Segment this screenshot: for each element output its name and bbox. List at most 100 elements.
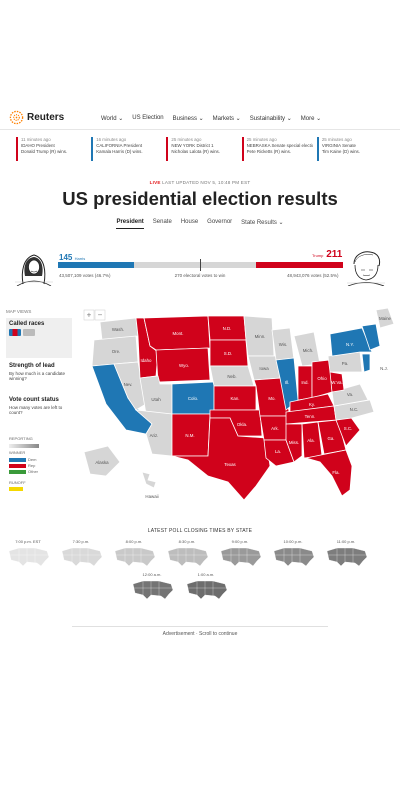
state-nev[interactable] (113, 361, 147, 411)
tab-president[interactable]: President (116, 219, 144, 229)
ticker-race: VIRGINIA Senate (321, 143, 356, 148)
state-hawaii[interactable] (141, 471, 157, 489)
zoom-in-button[interactable] (83, 309, 95, 321)
label-nev: Nev. (124, 382, 133, 387)
nav-markets[interactable]: Markets ⌄ (212, 116, 241, 122)
last-updated: LIVE LAST UPDATED NOV 5, 10:48 PM EST (0, 180, 400, 185)
map-view-strength[interactable]: Strength of lead By how much is a candid… (6, 360, 72, 392)
state-nj[interactable] (361, 353, 371, 373)
label-tenn: Tenn. (305, 414, 316, 419)
nav-sustainability[interactable]: Sustainability ⌄ (249, 116, 292, 122)
race-tabs: President Senate House Governor State Re… (0, 219, 400, 229)
tab-state-results[interactable]: State Results ⌄ (241, 220, 284, 226)
label-mich: Mich. (303, 348, 314, 353)
state-miss[interactable] (285, 423, 303, 463)
us-election-map[interactable]: + − (80, 306, 396, 504)
label-ariz: Ariz. (150, 433, 159, 438)
harris-portrait (15, 254, 53, 286)
label-miss: Miss. (289, 440, 299, 445)
trump-electoral-votes: Trump 211 (312, 249, 342, 260)
poll-closing-time: 1:00 a.m. (197, 572, 215, 577)
poll-closing-time: 7:30 p.m. (72, 539, 90, 544)
page-title: US presidential election results (62, 188, 338, 209)
label-minn: Minn. (255, 334, 266, 339)
zoom-out-button[interactable] (94, 309, 106, 321)
nav-business[interactable]: Business ⌄ (172, 116, 204, 122)
label-wyo: Wyo. (179, 363, 189, 368)
ticker-item[interactable]: 25 minutes ago NEBRASKA Senate special e… (241, 137, 313, 161)
reuters-logo[interactable]: Reuters (9, 110, 64, 125)
label-maine: Maine (379, 316, 392, 321)
tab-house[interactable]: House (180, 219, 199, 225)
label-ga: Ga. (327, 436, 334, 441)
zoom-in-icon: + (87, 311, 92, 320)
us-mini-map-icon (132, 580, 174, 600)
label-mont: Mont. (173, 331, 184, 336)
us-mini-map-icon (186, 580, 228, 600)
poll-closing-item: 9:00 p.m. (217, 539, 263, 569)
trump-ev-count: 211 (326, 249, 343, 260)
label-wis: Wis. (279, 342, 288, 347)
ticker-item[interactable]: 11 minutes ago IDAHO President Donald Tr… (16, 137, 87, 161)
label-sc: S.C. (344, 426, 353, 431)
trump-name: Trump (312, 253, 324, 258)
map-view-count[interactable]: Vote count status How many votes are lef… (6, 394, 72, 426)
map-view-called[interactable]: Called races (6, 318, 72, 358)
trump-bar-fill (256, 262, 343, 268)
us-mini-map-icon (8, 547, 50, 567)
ticker-race: NEW YORK District 1 (171, 143, 214, 148)
legend-rep: Rep (9, 463, 35, 468)
nav-world[interactable]: World ⌄ (101, 116, 124, 122)
race-call-ticker: 11 minutes ago IDAHO President Donald Tr… (16, 137, 388, 161)
ticker-item[interactable]: 25 minutes ago NEW YORK District 1 Nicho… (166, 137, 237, 161)
nav-us-election[interactable]: US Election (132, 115, 164, 121)
state-wyo[interactable] (155, 347, 211, 383)
map-view-count-desc: How many votes are left to count? (9, 405, 63, 415)
label-ore: Ore. (112, 349, 121, 354)
tab-senate[interactable]: Senate (152, 219, 172, 225)
state-ny[interactable] (329, 327, 373, 357)
label-idaho: Idaho (141, 358, 153, 363)
us-mini-map-icon (167, 547, 209, 567)
nav-more[interactable]: More ⌄ (300, 116, 322, 122)
label-kan: Kan. (230, 396, 239, 401)
main-nav: World ⌄ US Election Business ⌄ Markets ⌄… (101, 115, 321, 122)
label-ill: Ill. (285, 380, 289, 385)
legend-dem-label: Dem (28, 457, 37, 462)
harris-electoral-votes: 145 Harris (59, 253, 85, 262)
harris-popular-vote: 43,507,109 votes (46.7%) (59, 273, 111, 278)
harris-name: Harris (74, 256, 86, 261)
state-maine[interactable] (375, 307, 395, 329)
label-nj: N.J. (380, 366, 388, 371)
us-mini-map-icon (273, 547, 315, 567)
legend-other-label: Other (28, 469, 39, 474)
label-va: Va. (347, 392, 353, 397)
ticker-item[interactable]: 16 minutes ago CALIFORNIA President Kama… (91, 137, 162, 161)
ticker-result: Pete Ricketts (R) wins. (246, 149, 292, 154)
ticker-time: 25 minutes ago (171, 137, 202, 142)
label-wva: W.Va. (331, 380, 342, 385)
poll-closing-time: 12:00 a.m. (142, 572, 162, 577)
poll-closing-item: 7:00 p.m. EST (5, 539, 51, 569)
label-la: La. (275, 449, 281, 454)
ticker-race: IDAHO President (21, 143, 55, 148)
state-new-england[interactable] (361, 323, 381, 351)
label-ny: N.Y. (346, 342, 354, 347)
poll-closing-item: 11:00 p.m. (323, 539, 369, 569)
state-wva[interactable] (329, 371, 345, 393)
poll-closing-time: 7:00 p.m. EST (15, 539, 41, 544)
state-alaska[interactable] (83, 445, 121, 477)
tab-governor[interactable]: Governor (207, 219, 233, 225)
state-fla[interactable] (305, 449, 353, 497)
label-hawaii: Hawaii (145, 494, 158, 499)
label-alaska: Alaska (95, 460, 109, 465)
label-texas: Texas (224, 462, 236, 467)
ticker-race: CALIFORNIA President (96, 143, 143, 148)
poll-closing-time: 8:30 p.m. (178, 539, 196, 544)
label-ala: Ala. (307, 438, 315, 443)
state-texas[interactable] (171, 417, 271, 501)
state-la[interactable] (263, 439, 295, 467)
label-ohio: Ohio (317, 376, 327, 381)
ticker-item[interactable]: 25 minutes ago VIRGINIA Senate Tim Kaine… (316, 137, 388, 161)
label-wash: Wash. (112, 327, 124, 332)
